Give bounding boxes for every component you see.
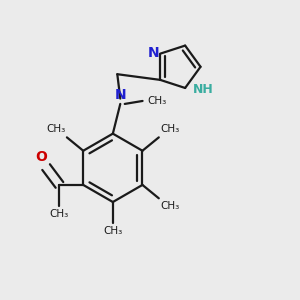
- Text: CH₃: CH₃: [103, 226, 122, 236]
- Text: CH₃: CH₃: [147, 96, 166, 106]
- Text: N: N: [115, 88, 126, 102]
- Text: CH₃: CH₃: [50, 209, 69, 219]
- Text: N: N: [148, 46, 160, 60]
- Text: CH₃: CH₃: [46, 124, 65, 134]
- Text: O: O: [35, 149, 47, 164]
- Text: NH: NH: [193, 83, 213, 96]
- Text: CH₃: CH₃: [160, 201, 179, 211]
- Text: CH₃: CH₃: [160, 124, 179, 134]
